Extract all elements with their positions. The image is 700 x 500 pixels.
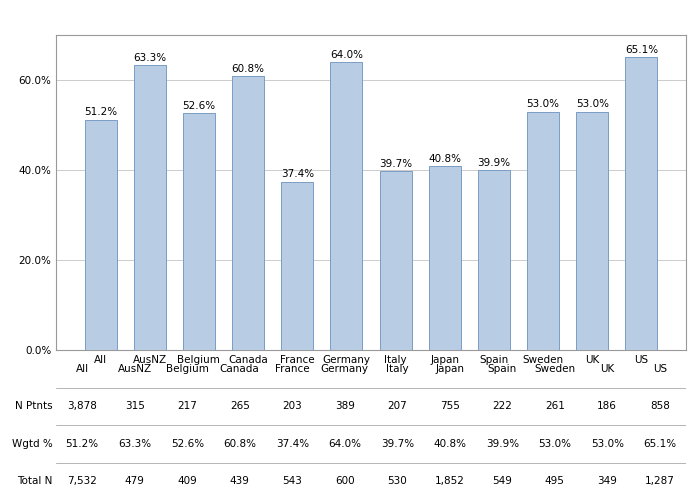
Text: Canada: Canada <box>220 364 260 374</box>
Bar <box>183 114 215 350</box>
Text: 51.2%: 51.2% <box>84 108 117 118</box>
Text: 261: 261 <box>545 401 565 411</box>
Text: 39.7%: 39.7% <box>379 159 412 169</box>
Text: 549: 549 <box>492 476 512 486</box>
Text: 543: 543 <box>282 476 302 486</box>
Text: 222: 222 <box>492 401 512 411</box>
Text: 600: 600 <box>335 476 355 486</box>
Text: Belgium: Belgium <box>166 364 209 374</box>
Text: 39.7%: 39.7% <box>381 439 414 449</box>
Text: All: All <box>76 364 89 374</box>
Text: 52.6%: 52.6% <box>183 101 216 111</box>
Text: 37.4%: 37.4% <box>281 170 314 179</box>
Text: 52.6%: 52.6% <box>171 439 204 449</box>
Text: 265: 265 <box>230 401 250 411</box>
Text: UK: UK <box>600 364 615 374</box>
Text: 65.1%: 65.1% <box>643 439 676 449</box>
Text: France: France <box>275 364 309 374</box>
Bar <box>379 172 412 350</box>
Text: 40.8%: 40.8% <box>428 154 461 164</box>
Text: 217: 217 <box>177 401 197 411</box>
Text: 479: 479 <box>125 476 145 486</box>
Text: 64.0%: 64.0% <box>328 439 361 449</box>
Bar <box>281 182 313 350</box>
Text: 64.0%: 64.0% <box>330 50 363 60</box>
Text: Wgtd %: Wgtd % <box>12 439 53 449</box>
Text: Japan: Japan <box>435 364 464 374</box>
Bar <box>85 120 117 350</box>
Text: Germany: Germany <box>321 364 369 374</box>
Text: 1,287: 1,287 <box>645 476 675 486</box>
Text: 40.8%: 40.8% <box>433 439 466 449</box>
Text: 60.8%: 60.8% <box>232 64 265 74</box>
Text: 39.9%: 39.9% <box>477 158 510 168</box>
Text: 3,878: 3,878 <box>67 401 97 411</box>
Text: US: US <box>652 364 667 374</box>
Text: 60.8%: 60.8% <box>223 439 256 449</box>
Text: 65.1%: 65.1% <box>625 45 658 55</box>
Text: 530: 530 <box>387 476 407 486</box>
Text: 186: 186 <box>597 401 617 411</box>
Text: 37.4%: 37.4% <box>276 439 309 449</box>
Bar <box>478 170 510 350</box>
Bar <box>429 166 461 350</box>
Text: 315: 315 <box>125 401 145 411</box>
Text: 207: 207 <box>387 401 407 411</box>
Text: 53.0%: 53.0% <box>538 439 571 449</box>
Text: 1,852: 1,852 <box>435 476 465 486</box>
Text: 495: 495 <box>545 476 565 486</box>
Text: 53.0%: 53.0% <box>575 100 609 110</box>
Bar <box>625 57 657 350</box>
Text: 389: 389 <box>335 401 355 411</box>
Text: 755: 755 <box>440 401 460 411</box>
Bar <box>576 112 608 350</box>
Bar <box>330 62 363 350</box>
Text: N Ptnts: N Ptnts <box>15 401 53 411</box>
Text: Italy: Italy <box>386 364 409 374</box>
Text: 7,532: 7,532 <box>67 476 97 486</box>
Text: 409: 409 <box>177 476 197 486</box>
Text: 53.0%: 53.0% <box>591 439 624 449</box>
Bar <box>527 112 559 350</box>
Text: 39.9%: 39.9% <box>486 439 519 449</box>
Text: 203: 203 <box>282 401 302 411</box>
Text: 53.0%: 53.0% <box>526 100 559 110</box>
Text: AusNZ: AusNZ <box>118 364 152 374</box>
Bar <box>134 65 166 350</box>
Text: Sweden: Sweden <box>534 364 575 374</box>
Text: 51.2%: 51.2% <box>66 439 99 449</box>
Text: 349: 349 <box>597 476 617 486</box>
Text: 63.3%: 63.3% <box>118 439 151 449</box>
Bar <box>232 76 264 350</box>
Text: 63.3%: 63.3% <box>133 53 167 63</box>
Text: 439: 439 <box>230 476 250 486</box>
Text: Spain: Spain <box>488 364 517 374</box>
Text: 858: 858 <box>650 401 670 411</box>
Text: Total N: Total N <box>18 476 53 486</box>
